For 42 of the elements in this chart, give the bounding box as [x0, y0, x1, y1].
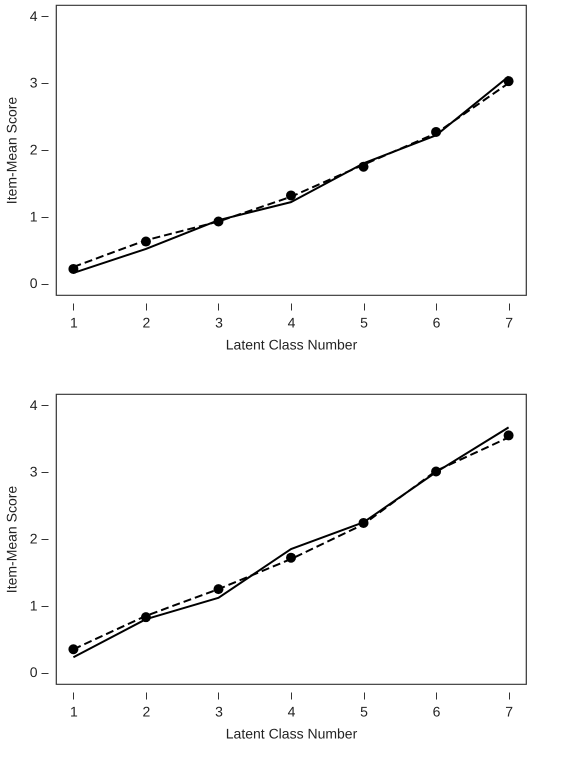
x-tick-label: 4: [288, 704, 296, 720]
point: [213, 216, 224, 226]
point: [358, 162, 369, 172]
point: [504, 430, 514, 440]
y-tick-label: 3: [30, 464, 38, 480]
y-tick-label: 0: [30, 275, 38, 292]
x-tick-label: 1: [70, 704, 78, 720]
point: [68, 264, 78, 274]
x-axis-title: Latent Class Number: [226, 336, 358, 352]
x-tick-label: 7: [505, 314, 514, 330]
point: [140, 612, 151, 622]
y-axis-title: Item-Mean Score: [4, 486, 20, 594]
y-tick-label: 1: [30, 208, 38, 224]
y-axis-title: Item-Mean Score: [4, 96, 20, 204]
point: [431, 126, 442, 137]
x-tick-label: 2: [142, 704, 151, 720]
point: [504, 76, 514, 86]
y-tick-label: 1: [30, 597, 38, 614]
y-tick-label: 0: [30, 664, 38, 680]
x-tick-label: 4: [288, 314, 296, 330]
y-tick-label: 2: [30, 142, 38, 158]
y-tick-label: 2: [30, 530, 38, 546]
point: [68, 644, 78, 654]
point: [140, 236, 151, 247]
y-tick-label: 4: [30, 396, 38, 413]
x-tick-label: 5: [360, 314, 368, 330]
y-tick-label: 4: [30, 8, 38, 24]
x-tick-label: 6: [432, 314, 441, 330]
x-tick-label: 7: [505, 704, 514, 720]
point: [286, 552, 296, 563]
x-tick-label: 3: [215, 314, 224, 330]
y-tick-label: 3: [30, 74, 38, 91]
x-tick-label: 6: [432, 704, 441, 720]
point: [286, 190, 296, 200]
x-tick-label: 5: [360, 704, 368, 720]
x-tick-label: 2: [142, 314, 151, 330]
x-tick-label: 1: [70, 314, 78, 330]
x-tick-label: 3: [215, 704, 224, 720]
point: [431, 466, 442, 476]
point: [213, 584, 224, 594]
x-axis-title: Latent Class Number: [226, 726, 358, 742]
point: [358, 518, 369, 528]
